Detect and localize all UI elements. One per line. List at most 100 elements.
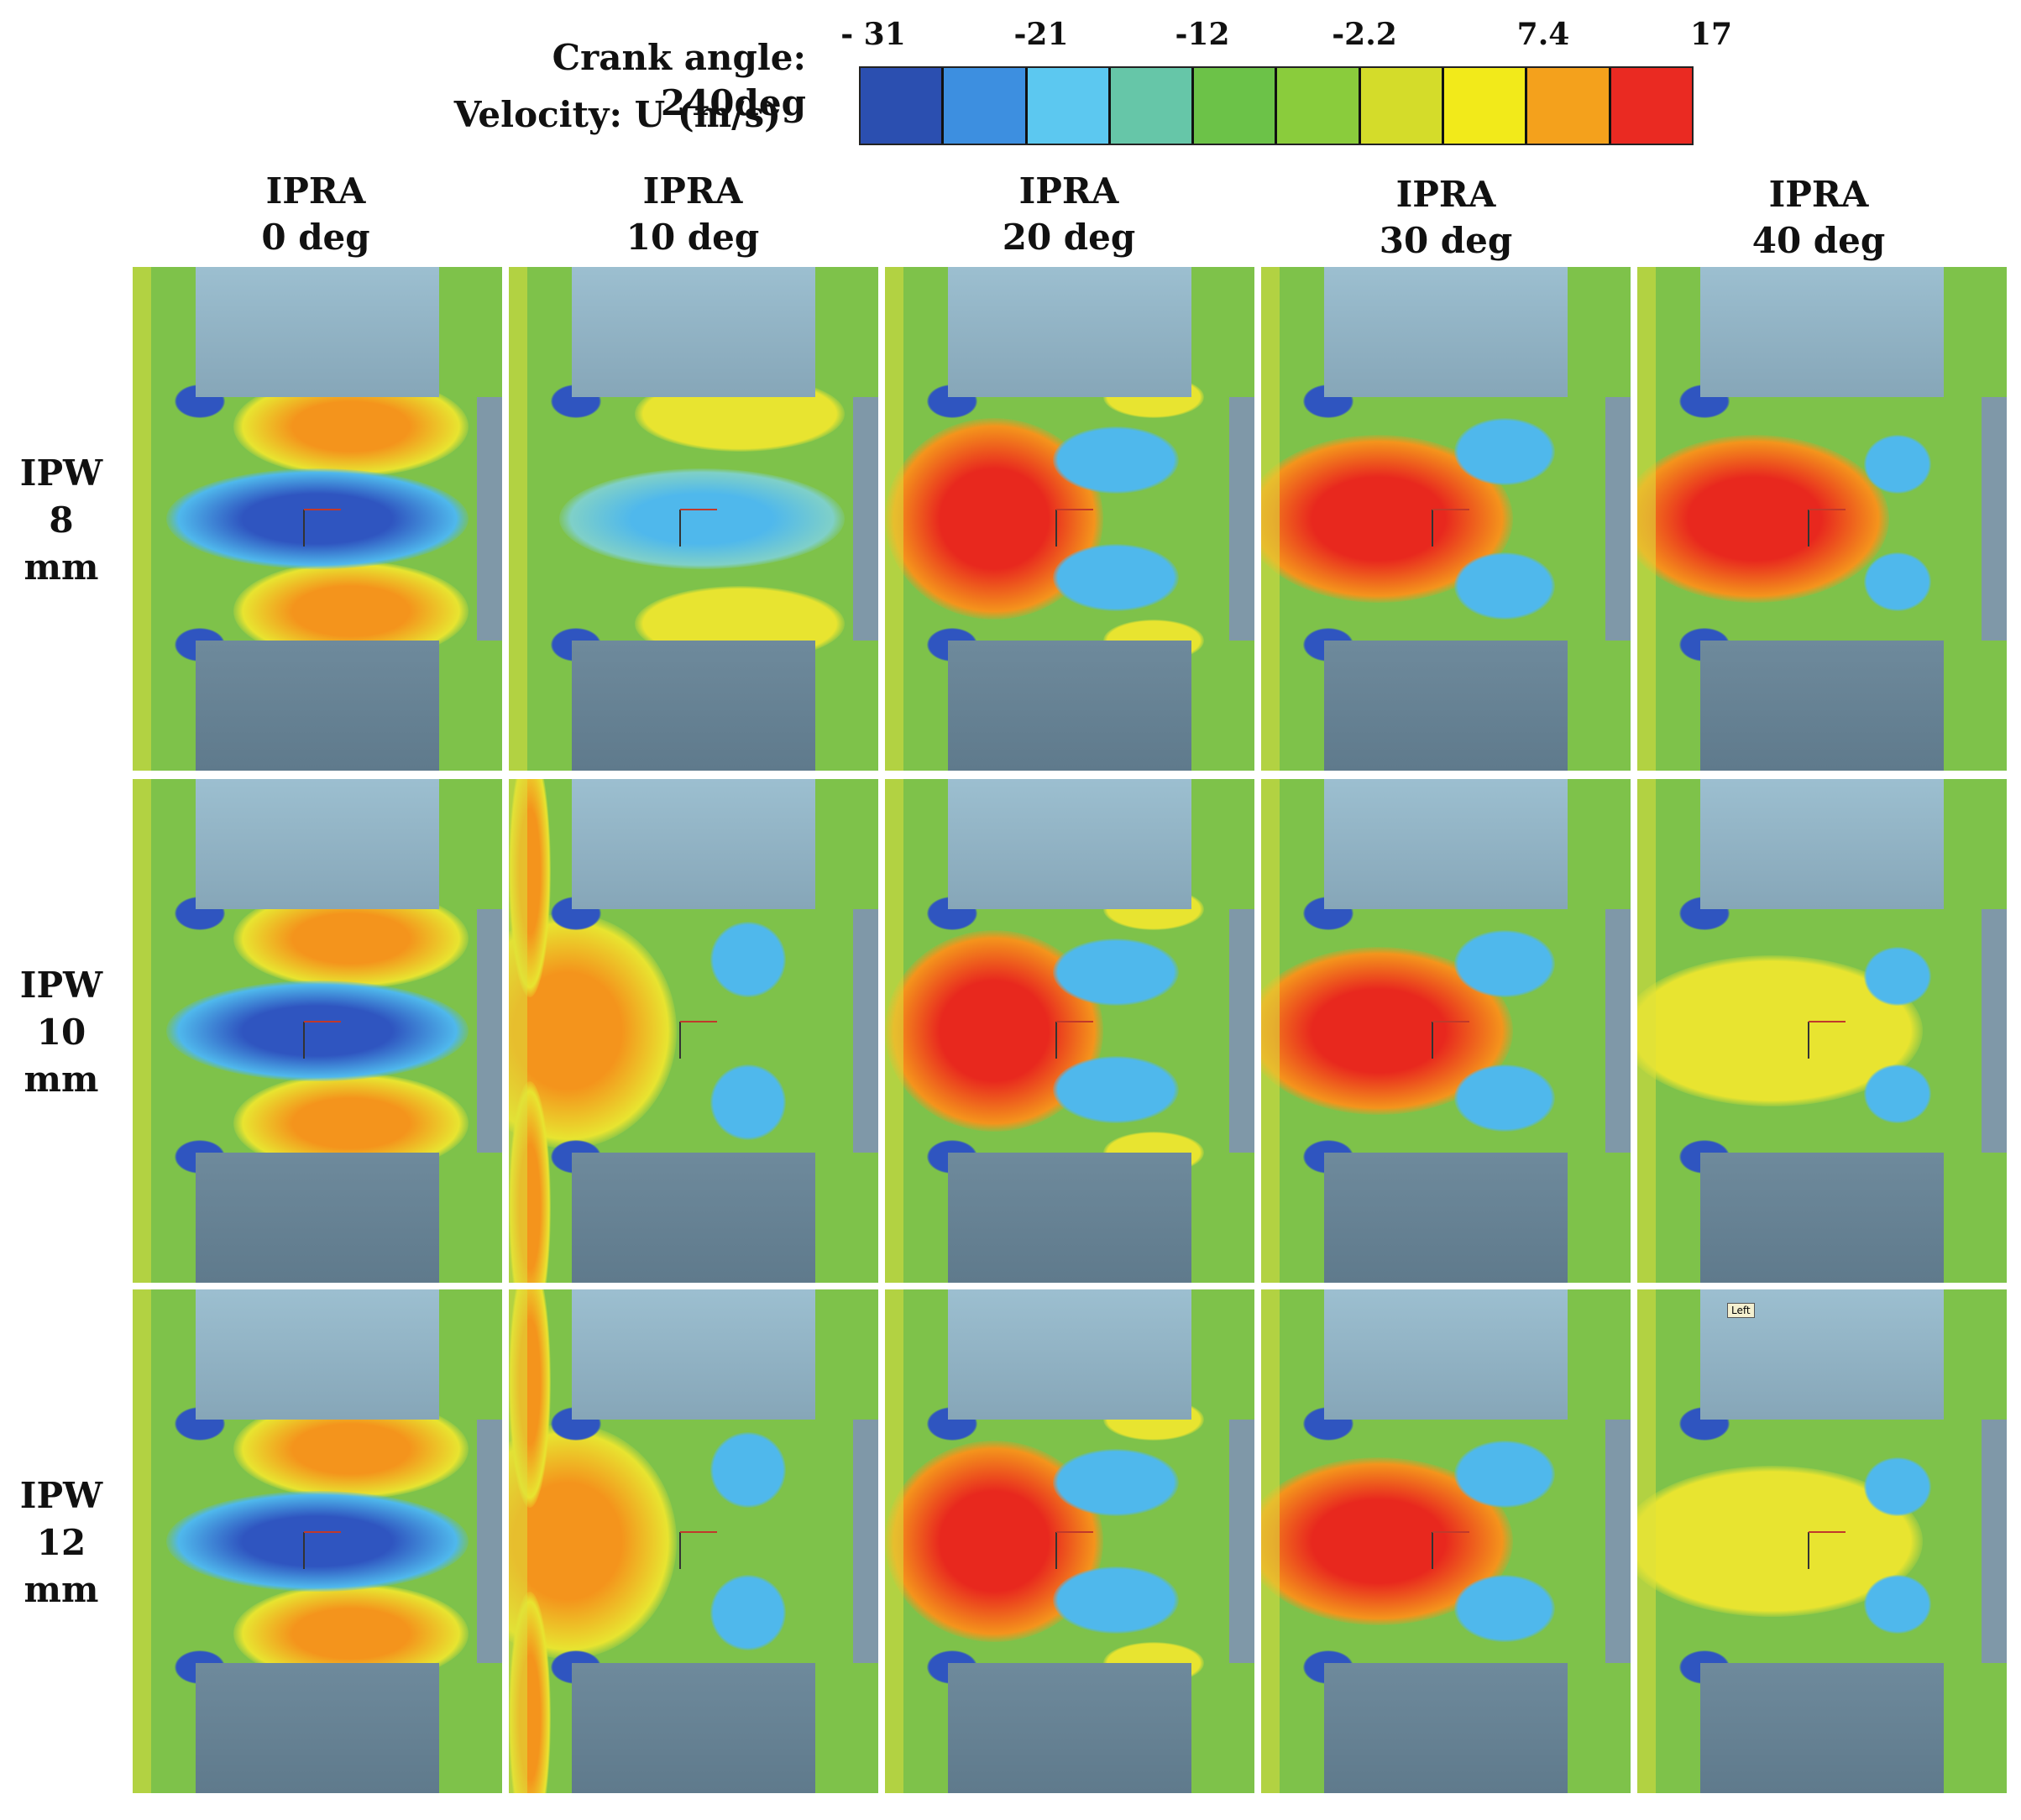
colorbar-segment [1444,68,1528,144]
port-strip [1982,397,2007,641]
colorbar-tick-label: - 31 [840,17,906,52]
port-strip [853,397,878,641]
port-strip [477,1420,502,1663]
piston-block-bottom [948,1153,1191,1283]
contour-panel [509,267,878,771]
inlet-slot [1637,1289,1656,1793]
velocity-region [1864,435,1931,494]
contour-panel [1637,1289,2007,1793]
inlet-slot [885,779,903,1283]
inlet-slot [133,1289,151,1793]
piston-block-bottom [1324,1663,1568,1793]
piston-block-bottom [572,1663,815,1793]
piston-block-top [572,1289,815,1420]
piston-block-bottom [948,1663,1191,1793]
inlet-slot [1261,779,1280,1283]
column-label-ipra-0: IPRA 0 deg [261,170,370,258]
column-label-ipra-40: IPRA 40 deg [1751,174,1886,261]
piston-block-top [1324,779,1568,909]
colorbar-segment [861,68,945,144]
contour-panel [1261,267,1631,771]
coordinate-axes-icon [679,509,717,547]
velocity-region [166,1491,469,1592]
piston-block-top [196,267,439,397]
piston-block-top [196,1289,439,1420]
piston-block-bottom [196,1663,439,1793]
velocity-region [1454,930,1555,997]
port-strip [1229,909,1254,1153]
contour-panel [885,267,1254,771]
coordinate-axes-icon [1055,1021,1093,1059]
coordinate-axes-icon [303,509,341,547]
piston-block-top [1700,779,1944,909]
velocity-region [559,468,845,569]
contour-panel [133,267,502,771]
coordinate-axes-icon [1808,1021,1846,1059]
velocity-region [1454,1064,1555,1132]
piston-block-top [196,779,439,909]
inlet-slot [1637,779,1656,1283]
coordinate-axes-icon [303,1021,341,1059]
port-strip [1982,1420,2007,1663]
piston-block-bottom [196,1153,439,1283]
piston-block-bottom [1324,1153,1568,1283]
velocity-label: Velocity: U (m/s) [453,94,781,135]
piston-block-top [1700,267,1944,397]
inlet-slot [509,779,527,1283]
inlet-slot [133,779,151,1283]
piston-block-bottom [1324,641,1568,771]
inlet-slot [133,267,151,771]
coordinate-axes-icon [1808,509,1846,547]
piston-block-top [948,779,1191,909]
coordinate-axes-icon [1432,509,1469,547]
velocity-colorbar [859,66,1694,145]
contour-panel [885,1289,1254,1793]
inlet-slot [509,1289,527,1793]
column-label-ipra-30: IPRA 30 deg [1379,174,1513,261]
coordinate-axes-icon [1055,509,1093,547]
coordinate-axes-icon [679,1531,717,1569]
colorbar-segment [1360,68,1445,144]
colorbar-tick-label: -12 [1175,17,1230,52]
port-strip [1229,1420,1254,1663]
piston-block-top [572,779,815,909]
velocity-region [1864,1575,1931,1634]
row-label-ipw-10: IPW 10 mm [19,965,103,1100]
inlet-slot [1261,267,1280,771]
velocity-region [710,1432,786,1508]
inlet-slot [509,267,527,771]
colorbar-segment [1194,68,1278,144]
colorbar-segment [1027,68,1111,144]
coordinate-axes-icon [1432,1021,1469,1059]
coordinate-axes-icon [303,1531,341,1569]
inlet-slot [1637,267,1656,771]
contour-panel [1261,1289,1631,1793]
velocity-region [710,922,786,997]
column-label-ipra-10: IPRA 10 deg [626,170,760,258]
velocity-region [1053,426,1179,494]
piston-block-bottom [948,641,1191,771]
velocity-region [710,1064,786,1140]
velocity-region [1454,418,1555,485]
coordinate-axes-icon [1055,1531,1093,1569]
velocity-region [1053,1449,1179,1516]
port-strip [1605,397,1631,641]
port-strip [1605,909,1631,1153]
coordinate-axes-icon [1808,1531,1846,1569]
velocity-region [1053,1056,1179,1123]
velocity-region [1454,1441,1555,1508]
port-strip [853,909,878,1153]
port-strip [853,1420,878,1663]
velocity-region [1864,1457,1931,1516]
piston-block-top [948,1289,1191,1420]
contour-panel [133,779,502,1283]
coordinate-axes-icon [679,1021,717,1059]
piston-block-bottom [196,641,439,771]
column-label-ipra-20: IPRA 20 deg [1002,170,1136,258]
contour-panel [133,1289,502,1793]
port-strip [477,909,502,1153]
port-strip [1229,397,1254,641]
colorbar-segment [944,68,1028,144]
piston-block-bottom [1700,1663,1944,1793]
velocity-region [1454,1575,1555,1642]
